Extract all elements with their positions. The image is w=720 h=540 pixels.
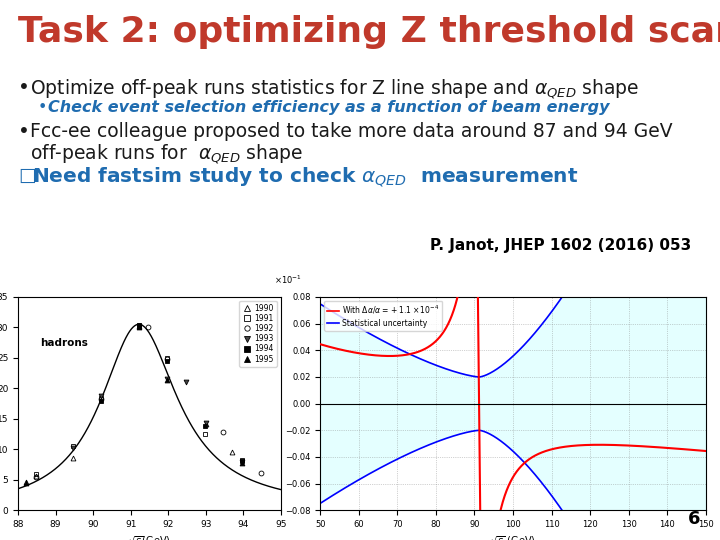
Line: 1992: 1992 [33, 325, 264, 479]
Line: 1994: 1994 [99, 322, 245, 463]
With $\Delta\alpha/\alpha = +1.1\times10^{-4}$ [581, 442, 590, 448]
1990 [135, 322, 143, 329]
Text: Optimize off-peak runs statistics for Z line shape and $\alpha_{QED}$ shape: Optimize off-peak runs statistics for Z … [30, 78, 639, 101]
1992 [256, 469, 265, 476]
With $\Delta\alpha/\alpha = +1.1\times10^{-4}$ [470, 159, 479, 166]
Text: Task 2: optimizing Z threshold scan: Task 2: optimizing Z threshold scan [18, 15, 720, 49]
1991 [238, 457, 246, 463]
Text: •: • [18, 122, 30, 141]
Statistical uncertainty [581, 258, 590, 265]
Text: Need fastsim study to check $\alpha_{QED}$  measurement: Need fastsim study to check $\alpha_{QED… [32, 166, 578, 189]
Line: 1995: 1995 [24, 325, 245, 485]
Statistical uncertainty [624, 181, 632, 188]
1991 [135, 324, 143, 330]
Text: off-peak runs for  $\alpha_{QED}$ shape: off-peak runs for $\alpha_{QED}$ shape [30, 143, 303, 166]
1991 [97, 394, 106, 401]
1994 [163, 357, 171, 364]
With $\Delta\alpha/\alpha = +1.1\times10^{-4}$ [472, 204, 481, 210]
1991 [163, 355, 171, 361]
1995 [135, 323, 143, 330]
Text: 6: 6 [688, 510, 700, 528]
Statistical uncertainty [472, 374, 480, 380]
Text: Fcc-ee colleague proposed to take more data around 87 and 94 GeV: Fcc-ee colleague proposed to take more d… [30, 122, 672, 141]
1992 [219, 429, 228, 436]
Text: hadrons: hadrons [40, 338, 89, 348]
1991 [200, 431, 209, 437]
Line: 1991: 1991 [33, 325, 245, 476]
Text: •: • [18, 78, 30, 97]
With $\Delta\alpha/\alpha = +1.1\times10^{-4}$ [617, 442, 626, 449]
1995 [238, 460, 246, 466]
1990 [22, 479, 30, 485]
1990 [69, 455, 78, 462]
1992 [97, 396, 106, 403]
1994 [238, 458, 246, 464]
1992 [32, 474, 40, 480]
Line: Statistical uncertainty: Statistical uncertainty [320, 16, 706, 377]
Text: □: □ [18, 166, 36, 185]
Line: With $\Delta\alpha/\alpha = +1.1\times10^{-4}$: With $\Delta\alpha/\alpha = +1.1\times10… [320, 163, 706, 540]
Text: Check event selection efficiency as a function of beam energy: Check event selection efficiency as a fu… [48, 100, 610, 115]
1990 [32, 472, 40, 479]
Line: 1993: 1993 [71, 324, 245, 464]
1994 [135, 322, 143, 328]
1993 [69, 444, 78, 451]
Statistical uncertainty [701, 13, 710, 19]
1991 [69, 443, 78, 449]
Statistical uncertainty [316, 301, 325, 307]
1993 [97, 393, 106, 399]
1993 [181, 379, 190, 386]
With $\Delta\alpha/\alpha = +1.1\times10^{-4}$ [624, 442, 633, 449]
1994 [200, 422, 209, 429]
1995 [22, 480, 30, 486]
Statistical uncertainty [486, 370, 495, 376]
Text: •: • [38, 100, 48, 115]
1994 [97, 397, 106, 404]
1993 [202, 420, 210, 427]
1993 [238, 458, 246, 465]
Statistical uncertainty [356, 325, 364, 331]
1990 [202, 421, 210, 428]
With $\Delta\alpha/\alpha = +1.1\times10^{-4}$ [701, 448, 710, 454]
Statistical uncertainty [475, 374, 484, 380]
1993 [163, 376, 171, 382]
With $\Delta\alpha/\alpha = +1.1\times10^{-4}$ [316, 341, 325, 348]
1993 [135, 323, 143, 329]
X-axis label: $\sqrt{s}$(GeV): $\sqrt{s}$(GeV) [128, 535, 171, 540]
1991 [32, 470, 40, 477]
1995 [163, 377, 171, 384]
Legend: With $\Delta\alpha/\alpha = +1.1\times10^{-4}$, Statistical uncertainty: With $\Delta\alpha/\alpha = +1.1\times10… [324, 301, 442, 330]
X-axis label: $\sqrt{s}$ (GeV): $\sqrt{s}$ (GeV) [490, 535, 536, 540]
1992 [163, 356, 171, 362]
Text: P. Janot, JHEP 1602 (2016) 053: P. Janot, JHEP 1602 (2016) 053 [430, 238, 691, 253]
1992 [144, 323, 153, 330]
Line: 1990: 1990 [24, 323, 235, 485]
Text: $\times 10^{-1}$: $\times 10^{-1}$ [274, 274, 302, 286]
With $\Delta\alpha/\alpha = +1.1\times10^{-4}$ [356, 350, 364, 356]
Statistical uncertainty [617, 194, 626, 201]
Legend: 1990, 1991, 1992, 1993, 1994, 1995: 1990, 1991, 1992, 1993, 1994, 1995 [239, 301, 277, 367]
1990 [228, 449, 236, 456]
